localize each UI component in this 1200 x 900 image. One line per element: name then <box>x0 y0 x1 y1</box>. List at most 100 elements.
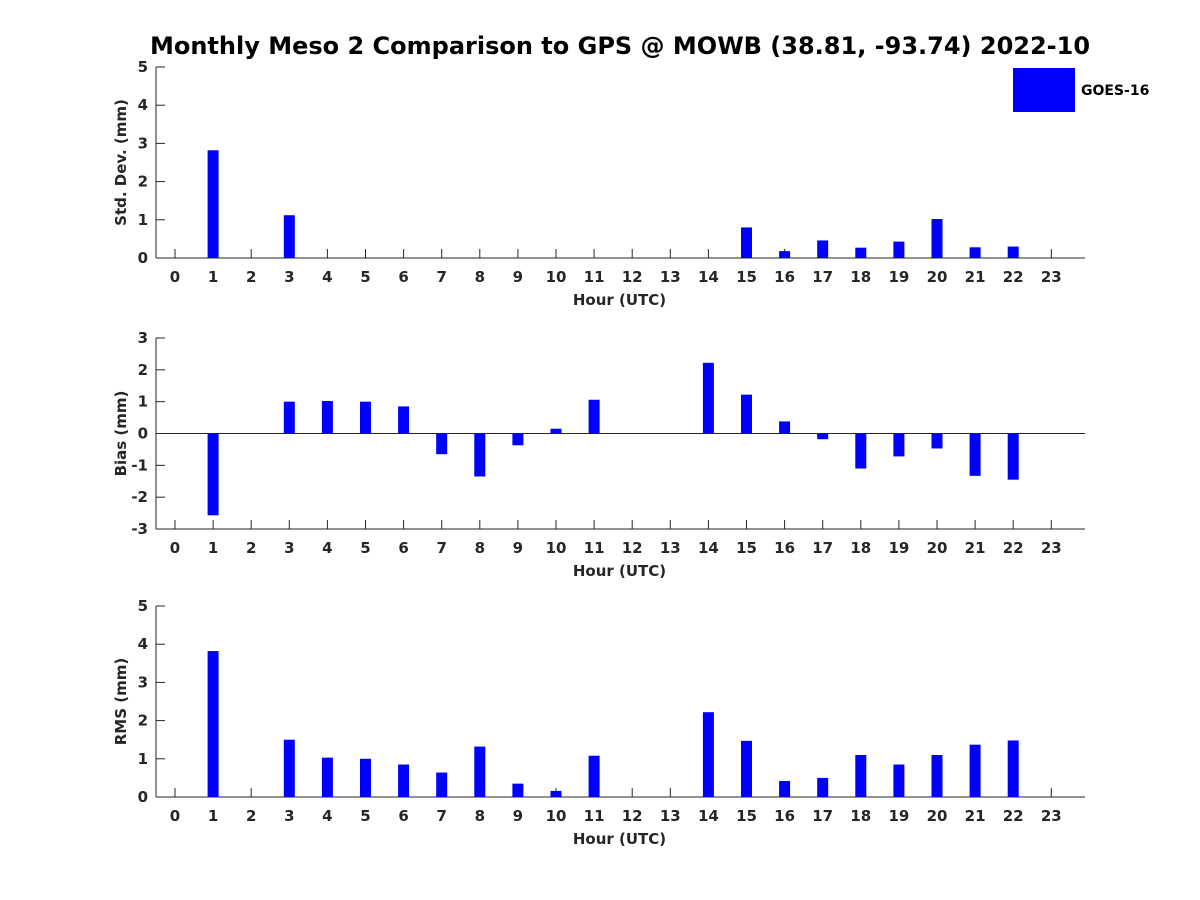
x-tick-label: 16 <box>774 807 795 825</box>
x-axis-label: Hour (UTC) <box>573 830 666 848</box>
bar-hour-5 <box>360 758 371 797</box>
x-tick-label: 3 <box>284 807 294 825</box>
x-tick-label: 21 <box>965 807 986 825</box>
x-tick-label: 18 <box>850 539 871 557</box>
y-tick-label: 3 <box>138 673 148 691</box>
y-tick-label: 4 <box>138 96 148 114</box>
bar-hour-1 <box>207 433 219 516</box>
x-tick-label: 0 <box>170 807 180 825</box>
y-tick-label: 3 <box>138 329 148 347</box>
x-axis-label: Hour (UTC) <box>573 562 666 580</box>
x-tick-label: 4 <box>322 807 332 825</box>
x-tick-label: 18 <box>850 807 871 825</box>
bar-hour-22 <box>1007 740 1019 797</box>
bar-hour-17 <box>817 777 829 797</box>
x-tick-label: 13 <box>660 268 681 286</box>
bar-hour-16 <box>779 780 791 797</box>
x-axis-label: Hour (UTC) <box>573 291 666 309</box>
y-tick-label: 0 <box>138 425 148 443</box>
x-tick-label: 11 <box>584 268 605 286</box>
bar-hour-18 <box>855 433 867 469</box>
x-tick-label: 17 <box>812 268 833 286</box>
x-tick-label: 8 <box>475 268 485 286</box>
x-tick-label: 1 <box>208 268 218 286</box>
x-tick-label: 1 <box>208 539 218 557</box>
bar-hour-10 <box>550 428 562 434</box>
x-tick-label: 23 <box>1041 268 1062 286</box>
x-tick-label: 13 <box>660 539 681 557</box>
x-tick-label: 0 <box>170 539 180 557</box>
bar-hour-10 <box>550 790 562 797</box>
x-tick-label: 14 <box>698 807 719 825</box>
x-tick-label: 14 <box>698 539 719 557</box>
x-tick-label: 10 <box>546 807 567 825</box>
bar-hour-21 <box>969 247 981 258</box>
bar-hour-4 <box>321 401 333 434</box>
bar-hour-15 <box>741 227 752 258</box>
x-tick-label: 21 <box>965 268 986 286</box>
x-tick-label: 22 <box>1003 539 1024 557</box>
x-tick-label: 20 <box>927 268 948 286</box>
x-tick-label: 21 <box>965 539 986 557</box>
bar-hour-15 <box>741 394 752 434</box>
x-tick-label: 19 <box>888 807 909 825</box>
x-tick-label: 23 <box>1041 539 1062 557</box>
y-axis-label: Bias (mm) <box>112 391 130 477</box>
bar-hour-7 <box>436 433 448 455</box>
bar-hour-20 <box>931 754 943 797</box>
x-tick-label: 6 <box>398 539 408 557</box>
x-tick-label: 3 <box>284 539 294 557</box>
bar-hour-6 <box>398 406 410 434</box>
x-tick-label: 7 <box>436 807 446 825</box>
x-tick-label: 15 <box>736 539 757 557</box>
bar-hour-1 <box>207 651 219 797</box>
x-tick-label: 9 <box>513 268 523 286</box>
legend-label: GOES-16 <box>1081 83 1149 99</box>
bar-hour-1 <box>207 150 219 258</box>
x-tick-label: 19 <box>888 268 909 286</box>
bar-hour-3 <box>283 739 295 797</box>
legend: GOES-16 <box>1013 68 1149 112</box>
bar-hour-8 <box>474 746 486 797</box>
y-tick-label: -2 <box>131 488 148 506</box>
bar-hour-9 <box>512 783 524 797</box>
x-tick-label: 20 <box>927 807 948 825</box>
x-tick-label: 7 <box>436 268 446 286</box>
x-tick-label: 6 <box>398 268 408 286</box>
y-tick-label: 1 <box>138 393 148 411</box>
y-axis-label: RMS (mm) <box>112 658 130 745</box>
x-tick-label: 9 <box>513 539 523 557</box>
bar-hour-21 <box>969 433 981 476</box>
bar-hour-18 <box>855 247 867 258</box>
bar-hour-11 <box>588 399 600 434</box>
bar-hour-19 <box>893 241 905 258</box>
y-tick-label: 5 <box>138 58 148 76</box>
bar-hour-3 <box>283 401 295 434</box>
bar-hour-19 <box>893 764 905 797</box>
x-tick-label: 23 <box>1041 807 1062 825</box>
x-tick-label: 8 <box>475 807 485 825</box>
x-tick-label: 3 <box>284 268 294 286</box>
chart-title: Monthly Meso 2 Comparison to GPS @ MOWB … <box>150 32 1090 60</box>
bar-hour-21 <box>969 744 981 797</box>
x-tick-label: 10 <box>546 539 567 557</box>
x-tick-label: 8 <box>475 539 485 557</box>
x-tick-label: 14 <box>698 268 719 286</box>
y-tick-label: 0 <box>138 249 148 267</box>
x-tick-label: 15 <box>736 807 757 825</box>
bar-hour-8 <box>474 433 486 477</box>
y-tick-label: -1 <box>131 456 148 474</box>
y-tick-label: 0 <box>138 788 148 806</box>
x-tick-label: 19 <box>888 539 909 557</box>
bar-hour-9 <box>512 433 524 446</box>
x-tick-label: 12 <box>622 539 643 557</box>
x-tick-label: 0 <box>170 268 180 286</box>
x-tick-label: 2 <box>246 807 256 825</box>
x-tick-label: 18 <box>850 268 871 286</box>
bar-hour-17 <box>817 240 829 258</box>
bar-hour-20 <box>931 219 943 258</box>
bar-hour-4 <box>321 757 333 797</box>
